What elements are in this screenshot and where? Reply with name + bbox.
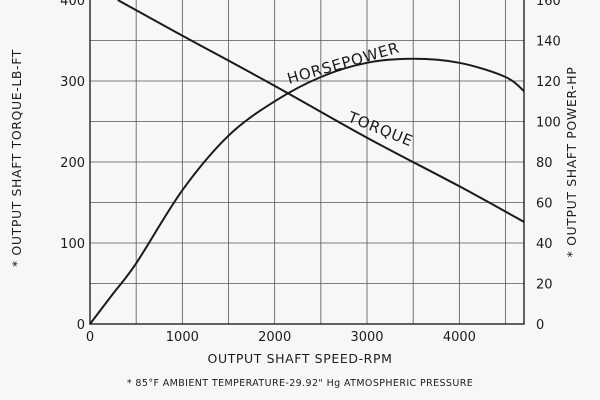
x-tick-label: 0 <box>86 330 94 345</box>
right-tick-label: 0 <box>536 318 544 333</box>
right-tick-label: 160 <box>536 0 561 9</box>
right-tick-labels: 0 20 40 60 80 100 120 140 160 <box>536 0 561 333</box>
left-tick-label: 300 <box>60 75 85 90</box>
horsepower-curve <box>89 57 525 325</box>
plot-frame <box>89 0 525 325</box>
x-tick-labels: 0 1000 2000 3000 4000 <box>86 330 476 345</box>
horsepower-curve-label: HORSEPOWER <box>285 39 402 88</box>
x-axis-title: OUTPUT SHAFT SPEED-RPM <box>208 351 393 366</box>
x-tick-label: 2000 <box>258 330 291 345</box>
left-tick-labels: 0 100 200 300 400 <box>60 0 85 333</box>
right-tick-label: 20 <box>536 278 553 293</box>
right-tick-label: 40 <box>536 237 553 252</box>
left-tick-label: 400 <box>60 0 85 9</box>
torque-curve <box>117 0 525 223</box>
right-tick-label: 60 <box>536 197 553 212</box>
x-tick-label: 3000 <box>350 330 383 345</box>
series-lines <box>89 0 525 325</box>
x-tick-label: 1000 <box>166 330 199 345</box>
left-tick-label: 100 <box>60 237 85 252</box>
left-tick-label: 0 <box>77 318 85 333</box>
footnote: * 85°F AMBIENT TEMPERATURE-29.92" Hg ATM… <box>127 378 473 389</box>
left-axis-title: * OUTPUT SHAFT TORQUE-LB-FT <box>9 49 24 267</box>
right-tick-label: 140 <box>536 35 561 50</box>
right-axis-title: * OUTPUT SHAFT POWER-HP <box>564 67 579 258</box>
right-tick-label: 120 <box>536 75 561 90</box>
x-tick-label: 4000 <box>443 330 476 345</box>
left-tick-label: 200 <box>60 156 85 171</box>
right-tick-label: 80 <box>536 156 553 171</box>
right-tick-label: 100 <box>536 116 561 131</box>
grid <box>90 0 524 324</box>
